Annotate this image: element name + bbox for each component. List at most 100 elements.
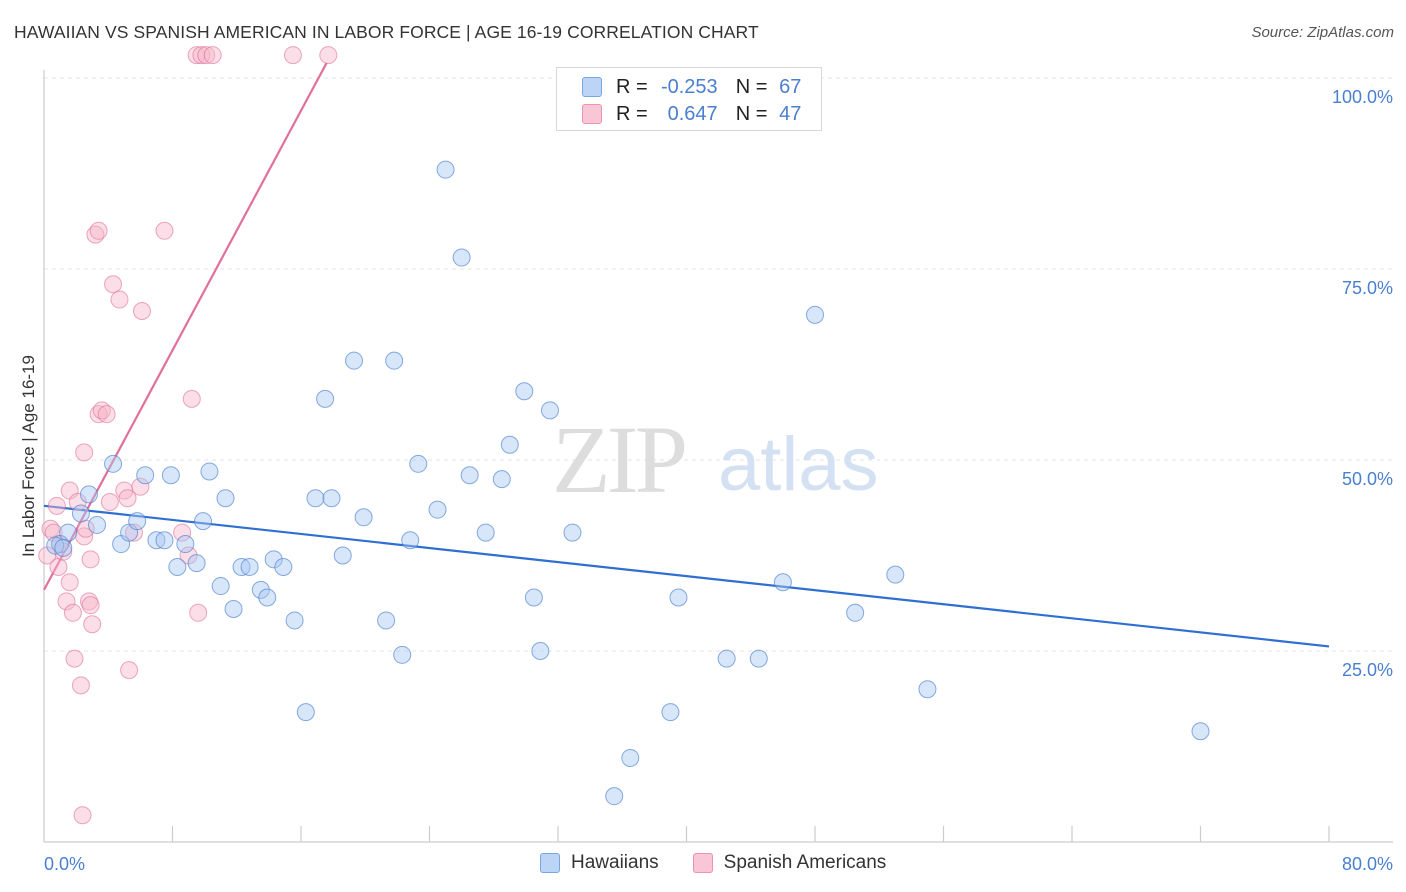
spanish-american-point[interactable] (81, 596, 100, 615)
hawaiian-point[interactable] (492, 470, 511, 489)
spanish-american-point[interactable] (44, 523, 63, 542)
spanish-american-point[interactable] (131, 477, 150, 496)
hawaiian-point[interactable] (563, 523, 582, 542)
hawaiian-point[interactable] (428, 500, 447, 519)
hawaiian-point[interactable] (104, 454, 123, 473)
hawaiian-point[interactable] (749, 649, 768, 668)
hawaiian-point[interactable] (377, 611, 396, 630)
hawaiian-point[interactable] (401, 531, 420, 550)
spanish-american-point[interactable] (71, 676, 90, 695)
hawaiian-point[interactable] (59, 523, 78, 542)
legend-r-value: 0.647 (667, 102, 718, 125)
hawaiian-point[interactable] (264, 550, 283, 569)
spanish-american-point[interactable] (173, 523, 192, 542)
spanish-american-point[interactable] (47, 496, 66, 515)
hawaiian-point[interactable] (224, 599, 243, 618)
hawaiian-point[interactable] (531, 642, 550, 660)
hawaiian-point[interactable] (251, 580, 270, 599)
hawaiian-point[interactable] (187, 554, 206, 573)
hawaiian-point[interactable] (322, 489, 341, 508)
hawaiian-point[interactable] (200, 462, 219, 481)
spanish-american-point[interactable] (73, 806, 92, 825)
hawaiian-point[interactable] (661, 703, 680, 722)
hawaiian-point[interactable] (846, 603, 865, 622)
spanish-american-point[interactable] (65, 649, 84, 668)
spanish-american-point[interactable] (319, 46, 338, 65)
hawaiian-point[interactable] (1191, 722, 1210, 741)
spanish-american-point[interactable] (132, 302, 151, 321)
hawaiian-point[interactable] (306, 489, 325, 508)
spanish-american-point[interactable] (189, 603, 208, 622)
hawaiian-point[interactable] (918, 680, 937, 699)
spanish-american-point[interactable] (187, 46, 206, 65)
hawaiian-point[interactable] (605, 787, 624, 806)
hawaiian-point[interactable] (385, 351, 404, 370)
hawaiian-point[interactable] (79, 485, 98, 504)
hawaiian-point[interactable] (316, 389, 335, 408)
hawaiian-point[interactable] (285, 611, 304, 630)
spanish-american-point[interactable] (197, 46, 216, 65)
spanish-american-point[interactable] (182, 389, 201, 408)
spanish-american-point[interactable] (81, 550, 100, 569)
spanish-american-point[interactable] (104, 275, 123, 294)
spanish-american-point[interactable] (57, 592, 76, 611)
hawaiian-point[interactable] (54, 538, 73, 557)
hawaiian-point[interactable] (452, 248, 471, 267)
hawaiian-point[interactable] (88, 515, 107, 534)
hawaiian-point[interactable] (194, 512, 213, 531)
hawaiian-point[interactable] (500, 435, 519, 454)
hawaiian-point[interactable] (216, 489, 235, 508)
spanish-american-point[interactable] (110, 290, 129, 309)
spanish-american-point[interactable] (124, 523, 143, 542)
spanish-american-point[interactable] (75, 443, 94, 462)
hawaiian-point[interactable] (773, 573, 792, 592)
hawaiian-point[interactable] (176, 535, 195, 554)
hawaiian-point[interactable] (436, 160, 455, 179)
hawaiian-point[interactable] (240, 557, 259, 576)
spanish-american-point[interactable] (118, 489, 137, 508)
hawaiian-point[interactable] (354, 508, 373, 527)
hawaiian-point[interactable] (155, 531, 174, 550)
hawaiian-point[interactable] (161, 466, 180, 485)
spanish-american-point[interactable] (83, 615, 102, 634)
spanish-american-point[interactable] (49, 557, 68, 576)
hawaiian-point[interactable] (806, 305, 824, 324)
hawaiian-point[interactable] (71, 504, 90, 523)
hawaiian-point[interactable] (274, 557, 293, 576)
hawaiian-point[interactable] (136, 466, 155, 485)
legend-r-label: R = (616, 102, 648, 125)
spanish-american-point[interactable] (63, 603, 82, 622)
spanish-american-point[interactable] (100, 493, 119, 512)
hawaiian-point[interactable] (621, 748, 640, 767)
hawaiian-point[interactable] (258, 588, 277, 607)
hawaiian-point[interactable] (393, 645, 412, 664)
spanish-american-point[interactable] (203, 46, 222, 65)
hawaiian-point[interactable] (211, 577, 230, 596)
x-tick-labels: 0.0% 80.0% (44, 854, 1393, 874)
hawaiian-point[interactable] (345, 351, 364, 370)
hawaiian-point[interactable] (333, 546, 352, 565)
hawaiian-point[interactable] (540, 401, 559, 420)
spanish-american-point[interactable] (60, 573, 79, 592)
spanish-american-point[interactable] (89, 221, 108, 240)
hawaiian-point[interactable] (515, 382, 534, 401)
spanish-american-point[interactable] (283, 46, 302, 65)
hawaiian-point[interactable] (669, 588, 688, 607)
spanish-american-point[interactable] (120, 661, 139, 680)
hawaiian-point[interactable] (717, 649, 736, 668)
legend-n-label: N = (735, 75, 768, 98)
series-legend-hawaiians[interactable]: Hawaiians (540, 852, 659, 874)
hawaiian-point[interactable] (886, 565, 905, 584)
hawaiian-point[interactable] (524, 588, 543, 607)
hawaiian-point[interactable] (460, 466, 479, 485)
hawaiian-point[interactable] (168, 557, 187, 576)
series-legend-spanish[interactable]: Spanish Americans (692, 852, 886, 874)
hawaiian-point[interactable] (296, 703, 315, 722)
legend-swatch-hawaiians (582, 77, 602, 97)
hawaiian-point[interactable] (128, 512, 147, 531)
hawaiian-point[interactable] (476, 523, 495, 542)
hawaiian-point[interactable] (409, 454, 428, 473)
watermark-zip: ZIP (552, 406, 685, 513)
spanish-american-point[interactable] (97, 405, 116, 424)
spanish-american-point[interactable] (155, 221, 174, 240)
